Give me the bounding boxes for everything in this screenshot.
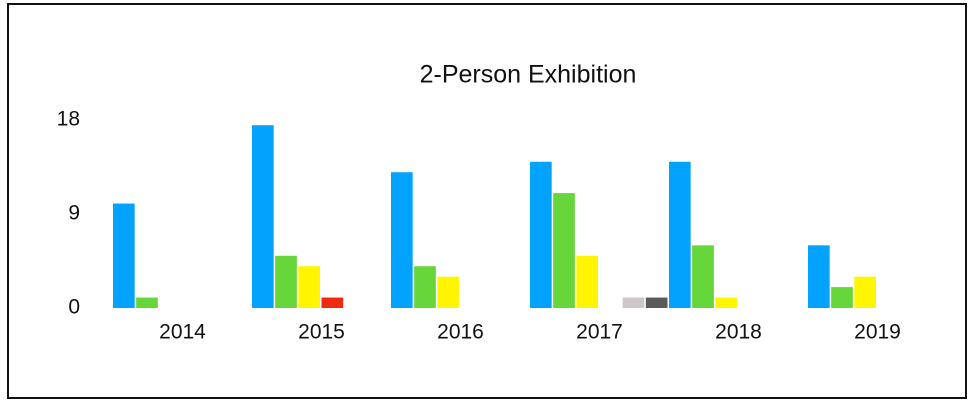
bar (391, 172, 413, 308)
bar (831, 287, 853, 308)
x-tick-label: 2018 (715, 321, 762, 344)
bar (437, 276, 459, 308)
bar (275, 255, 297, 308)
bar (645, 297, 668, 308)
bar (414, 266, 436, 308)
chart-title: 2-Person Exhibition (420, 61, 637, 89)
y-tick-label: 9 (68, 202, 80, 225)
bar (576, 255, 598, 308)
x-tick-label: 2014 (159, 321, 206, 344)
x-tick-label: 2017 (576, 321, 623, 344)
bar (692, 245, 714, 308)
bar (669, 161, 691, 308)
bar (298, 266, 320, 308)
bar (252, 125, 274, 308)
chart-frame (7, 3, 967, 399)
bar (136, 297, 158, 308)
bar (854, 276, 876, 308)
x-tick-label: 2019 (854, 321, 901, 344)
y-tick-label: 18 (57, 108, 80, 131)
x-tick-label: 2015 (298, 321, 345, 344)
bar (553, 193, 575, 308)
y-tick-label: 0 (68, 296, 80, 319)
bar (808, 245, 830, 308)
x-tick-label: 2016 (437, 321, 484, 344)
bar (113, 203, 135, 308)
bar (530, 161, 552, 308)
bar (715, 297, 737, 308)
bar (622, 297, 645, 308)
bar (321, 297, 344, 308)
